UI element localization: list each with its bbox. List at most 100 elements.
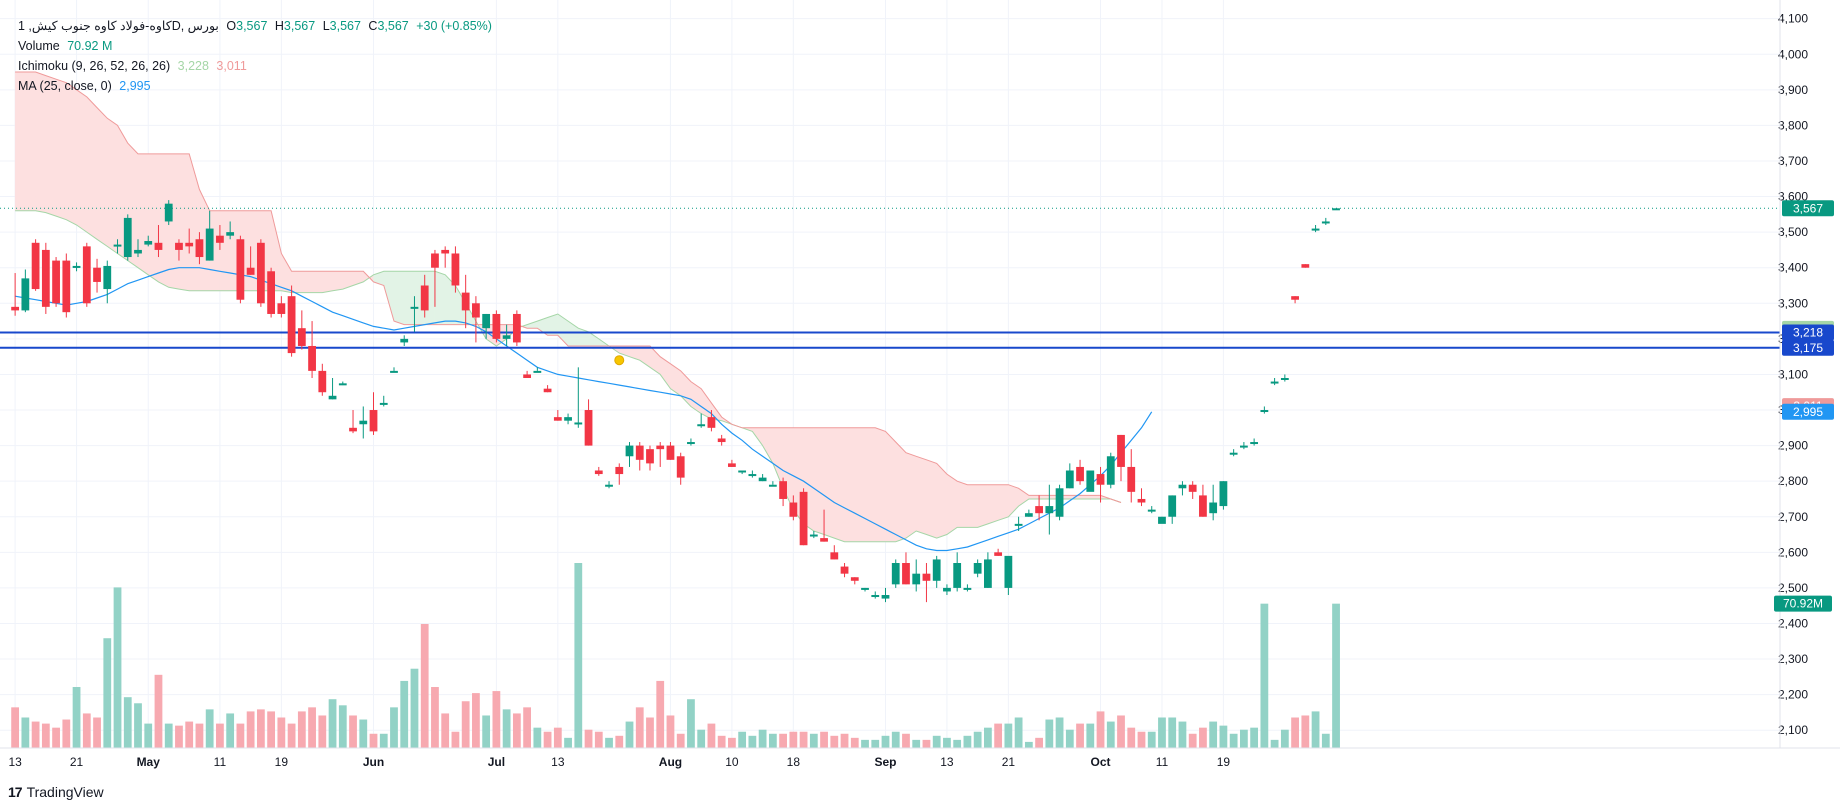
x-tick-label: 13 (551, 755, 565, 769)
volume-bar (861, 739, 869, 748)
horizontal-lines[interactable] (0, 207, 1780, 349)
cloud-segment (905, 452, 917, 539)
volume-bar (144, 723, 153, 748)
candle-body (390, 370, 398, 373)
cloud-segment (844, 427, 856, 542)
cloud-segment (823, 427, 835, 539)
tradingview-footer[interactable]: 17 TradingView (8, 784, 104, 800)
candle-body (1260, 410, 1269, 413)
volume-bar (369, 733, 378, 748)
span-a-line (15, 210, 1122, 543)
legend-ma-row[interactable]: MA (25, close, 0) 2,995 (18, 76, 492, 96)
candle-body (410, 306, 419, 309)
volume-bar (62, 719, 71, 748)
cloud-segment (854, 427, 866, 542)
cloud-segment (864, 427, 876, 542)
candle-body (1250, 442, 1259, 445)
candle-body (564, 417, 572, 421)
candle-body (267, 271, 276, 314)
candle-body (584, 410, 593, 446)
volume-bar (400, 680, 409, 748)
candle-body (1035, 506, 1043, 514)
volume-bar (195, 723, 204, 748)
cloud-segment (967, 484, 978, 528)
candle-body (441, 249, 450, 254)
volume-bar (123, 697, 132, 748)
candle-body (605, 484, 613, 487)
volume-bar (625, 721, 634, 748)
candle-body (984, 559, 992, 588)
cloud-segment (772, 427, 784, 489)
volume-bar (1178, 721, 1187, 748)
volume-bar (615, 735, 624, 748)
volume-bar (748, 735, 757, 748)
price-axis[interactable]: 2,100 2,200 2,300 2,400 2,500 2,600 2,700 2,800… (1778, 0, 1808, 748)
candle-body (93, 267, 101, 282)
candle-body (840, 566, 849, 574)
candle-body (400, 338, 409, 343)
y-tick-label: 4,000 (1778, 47, 1808, 61)
volume-bar (646, 717, 654, 748)
legend-ichimoku-row[interactable]: Ichimoku (9, 26, 52, 26, 26) 3,228 3,011 (18, 56, 492, 76)
volume-bar (717, 735, 726, 748)
legend: کاوه-فولاد کاوه جنوب کیش, 1D, بورس O3,56… (18, 16, 492, 96)
volume-bar (328, 699, 337, 748)
candle-body (973, 563, 982, 574)
candle-body (1045, 506, 1054, 514)
volume-bar (758, 729, 767, 748)
price-label-text: 3,175 (1793, 341, 1823, 355)
candle-body (625, 445, 634, 457)
candle-body (205, 228, 214, 261)
cloud-segment (977, 484, 989, 528)
candle-body (830, 552, 839, 560)
candle-body (574, 422, 583, 425)
candle-body (297, 328, 306, 346)
volume-bar (1332, 603, 1340, 748)
span-b-line (15, 71, 1122, 503)
volume-bar (1229, 733, 1238, 748)
close-label: C (368, 19, 378, 33)
volume-bar (1076, 723, 1084, 748)
cloud-segment (1090, 495, 1101, 500)
volume-bar (1055, 717, 1064, 748)
candle-body (922, 573, 931, 581)
time-axis[interactable]: 13 21 May 11 19 Jun Jul 13 Aug 10 18 Sep 13 21 Oct 11 19 (0, 747, 1840, 769)
volume-bar (205, 709, 214, 748)
candle-body (369, 410, 378, 432)
legend-volume-row[interactable]: Volume 70.92 M (18, 36, 492, 56)
candle-body (379, 402, 388, 405)
candle-body (1188, 484, 1197, 492)
candle-body (1024, 513, 1033, 517)
cloud-segment (670, 363, 681, 397)
x-tick-label: Oct (1091, 755, 1111, 769)
y-tick-label: 3,100 (1778, 367, 1808, 381)
volume-bar (922, 739, 931, 748)
candle-body (113, 244, 122, 247)
volume-bar (994, 723, 1003, 748)
x-tick-label: 21 (1002, 755, 1016, 769)
y-tick-label: 3,500 (1778, 225, 1808, 239)
cloud-segment (946, 473, 958, 536)
candle-body (451, 253, 460, 286)
price-label-box (1782, 200, 1834, 217)
candle-body (779, 481, 787, 499)
candle-body (154, 242, 163, 250)
candle-body (615, 466, 624, 475)
cloud-segment (96, 106, 108, 247)
candle-body (902, 563, 910, 585)
candle-body (1229, 452, 1238, 455)
volume-bar (134, 703, 142, 748)
candle-body (256, 242, 265, 304)
volume-bar (840, 733, 849, 748)
legend-symbol-row[interactable]: کاوه-فولاد کاوه جنوب کیش, 1D, بورس O3,56… (18, 16, 492, 36)
volume-bar (687, 699, 695, 748)
volume-bar (287, 723, 296, 748)
candle-body (134, 249, 142, 254)
volume-bar (656, 680, 665, 748)
cloud-segment (956, 480, 968, 528)
candle-body (809, 534, 818, 537)
candle-body (1004, 555, 1013, 588)
volume-bar (1106, 721, 1115, 748)
